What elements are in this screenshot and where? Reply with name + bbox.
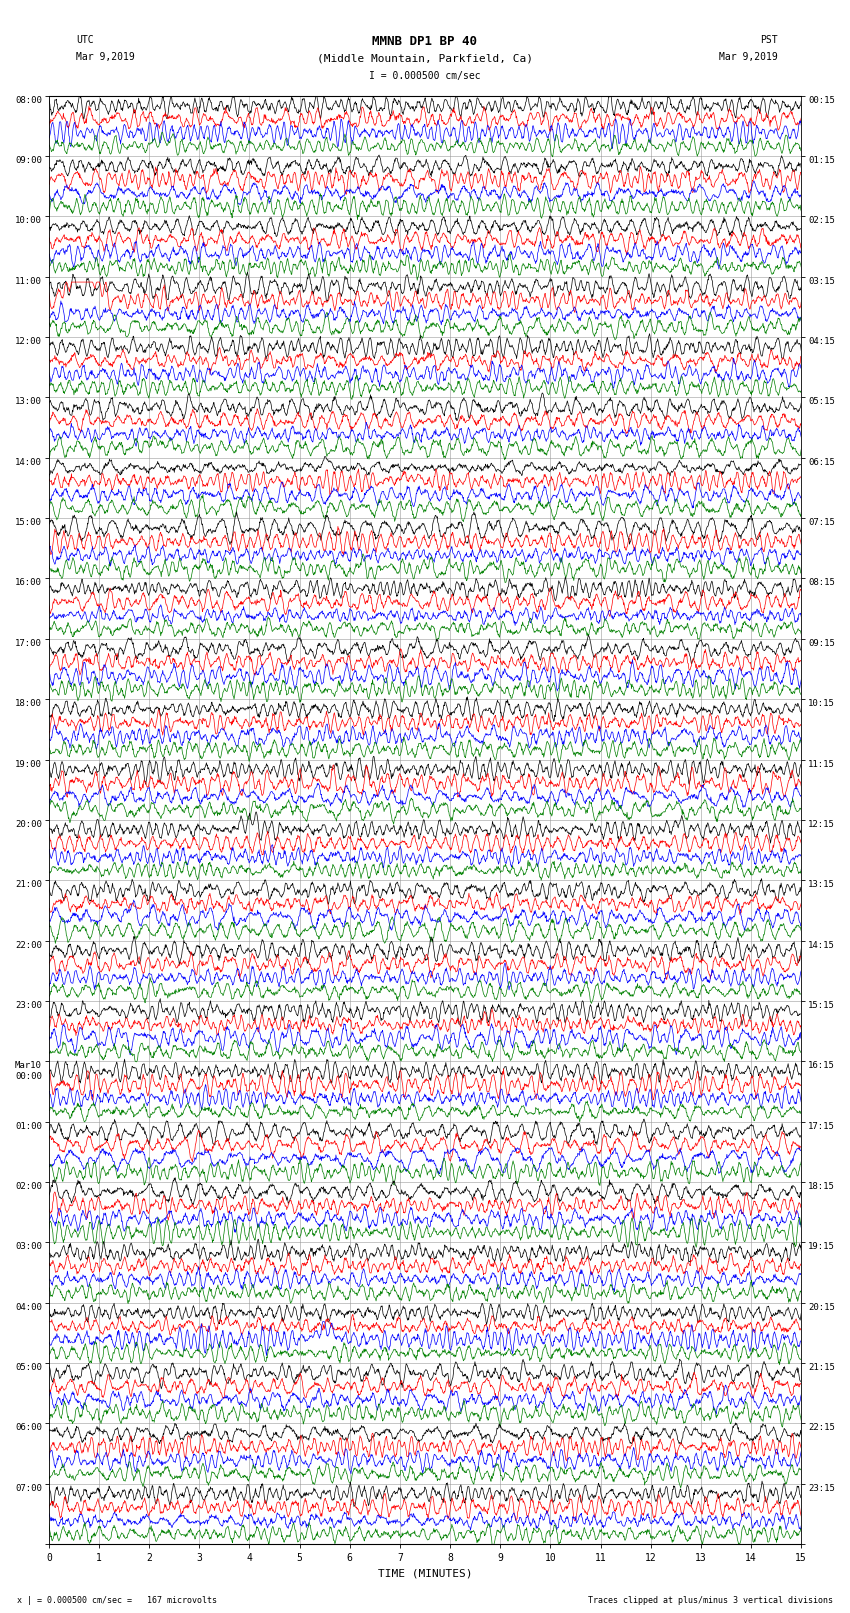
Text: I = 0.000500 cm/sec: I = 0.000500 cm/sec — [369, 71, 481, 81]
Text: PST: PST — [760, 35, 778, 45]
Text: Mar 9,2019: Mar 9,2019 — [76, 52, 135, 61]
Text: (Middle Mountain, Parkfield, Ca): (Middle Mountain, Parkfield, Ca) — [317, 53, 533, 63]
Text: Mar 9,2019: Mar 9,2019 — [719, 52, 778, 61]
Text: x | = 0.000500 cm/sec =   167 microvolts: x | = 0.000500 cm/sec = 167 microvolts — [17, 1595, 217, 1605]
Text: UTC: UTC — [76, 35, 94, 45]
Text: Traces clipped at plus/minus 3 vertical divisions: Traces clipped at plus/minus 3 vertical … — [588, 1595, 833, 1605]
Text: MMNB DP1 BP 40: MMNB DP1 BP 40 — [372, 35, 478, 48]
X-axis label: TIME (MINUTES): TIME (MINUTES) — [377, 1569, 473, 1579]
